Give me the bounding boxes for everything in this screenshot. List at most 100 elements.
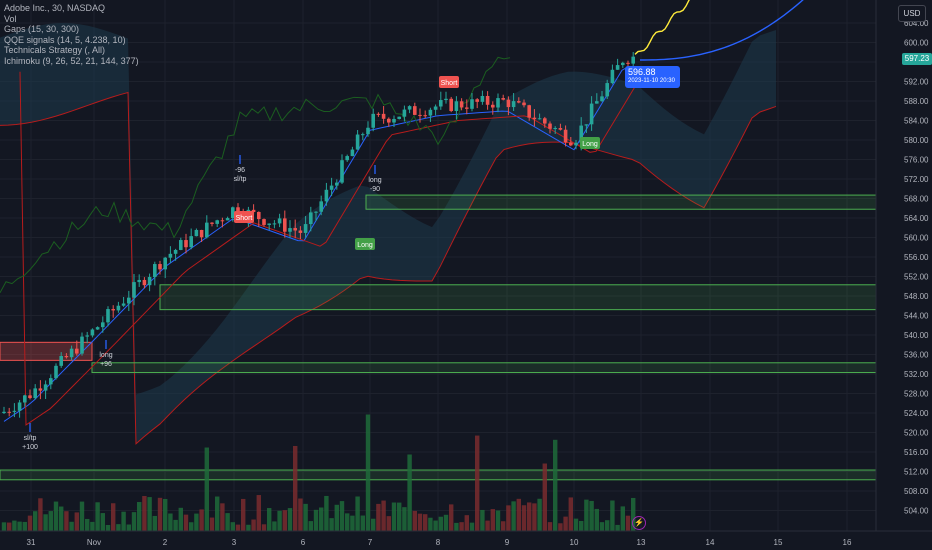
volume-bar <box>131 512 137 531</box>
volume-bar <box>615 524 620 531</box>
volume-bar <box>282 510 287 531</box>
volume-bar <box>235 524 241 531</box>
volume-bar <box>365 414 371 531</box>
candle-body <box>355 134 360 150</box>
volume-bar <box>521 505 527 531</box>
x-tick-label: 16 <box>843 538 852 547</box>
candle-body <box>610 69 615 84</box>
candle-body <box>101 322 105 328</box>
legend-qqe[interactable]: QQE signals (14, 5, 4.238, 10) <box>4 34 126 45</box>
signal-value: +100 <box>22 444 38 451</box>
y-tick-label: 520.00 <box>904 429 929 438</box>
candle-body <box>439 100 443 107</box>
candle-body <box>329 185 334 190</box>
volume-bar <box>516 498 521 531</box>
candle-body <box>147 277 152 286</box>
volume-bar <box>298 498 303 531</box>
volume-bar <box>121 511 126 531</box>
legend-gaps[interactable]: Gaps (15, 30, 300) <box>4 24 80 34</box>
currency-button[interactable]: USD <box>898 5 926 22</box>
candle-body <box>553 128 557 130</box>
volume-bar <box>324 495 329 531</box>
signal-value: sl/tp <box>234 176 247 183</box>
candle-body <box>199 229 204 238</box>
candle-body <box>111 309 115 311</box>
x-tick-label: 13 <box>637 538 646 547</box>
chikou-line <box>0 56 511 293</box>
volume-bar <box>553 439 558 531</box>
volume-bar <box>178 507 183 531</box>
volume-bar <box>402 507 407 531</box>
volume-bar <box>173 519 178 531</box>
candle-body <box>537 118 542 120</box>
x-tick-label: 10 <box>570 538 579 547</box>
candle-body <box>179 240 183 250</box>
volume-bar <box>85 518 90 531</box>
y-tick-label: 592.00 <box>904 78 929 87</box>
candle-body <box>626 62 630 64</box>
legend-vol[interactable]: Vol <box>4 13 17 24</box>
candle-body <box>231 207 235 219</box>
volume-bar <box>95 502 100 531</box>
candle-body <box>335 182 339 186</box>
volume-bar <box>433 520 438 531</box>
candle-body <box>106 309 110 323</box>
volume-bar <box>38 498 43 531</box>
candle-body <box>277 218 282 224</box>
volume-bar <box>542 463 547 531</box>
price-axis[interactable]: 504.00 508.00 512.00 516.00 520.00 524.00 528.… <box>904 19 929 516</box>
gap-zone <box>159 284 877 311</box>
volume-bar <box>12 520 17 531</box>
candle-body <box>459 101 464 108</box>
candle-body <box>173 249 178 254</box>
candle-body <box>303 224 308 233</box>
volume-bar <box>126 524 131 531</box>
signal-box <box>439 76 459 88</box>
candle-body <box>75 348 79 354</box>
candle-body <box>387 118 391 123</box>
volume-bar <box>7 522 12 531</box>
x-tick-label: 31 <box>27 538 36 547</box>
candle-body <box>38 388 43 391</box>
legend-strategy[interactable]: Technicals Strategy (, All) <box>4 45 106 55</box>
volume-bar <box>204 447 209 531</box>
y-tick-label: 600.00 <box>904 39 929 48</box>
candle-body <box>23 395 27 403</box>
candle-body <box>184 240 188 248</box>
volume-bar <box>69 521 74 531</box>
x-tick-label: 14 <box>706 538 715 547</box>
candle-body <box>340 160 344 183</box>
lightning-icon[interactable]: ⚡ <box>632 516 646 530</box>
volume-bar <box>563 516 568 531</box>
y-tick-label: 552.00 <box>904 273 929 282</box>
symbol-title[interactable]: Adobe Inc., 30, NASDAQ <box>4 3 106 13</box>
y-tick-label: 560.00 <box>904 234 929 243</box>
tooltip-datetime: 2023-11-10 20:30 <box>628 78 675 84</box>
time-axis[interactable]: 31 Nov 2 3 6 7 8 9 10 13 14 15 16 <box>27 538 852 547</box>
candle-body <box>589 103 594 125</box>
volume-bar <box>152 515 157 531</box>
volume-bar <box>168 513 173 531</box>
volume-bar <box>1 522 7 531</box>
volume-bar <box>371 518 376 531</box>
volume-bar <box>313 509 319 531</box>
volume-bar <box>480 509 485 531</box>
price-tooltip: 596.88 2023-11-10 20:30 <box>625 66 680 88</box>
x-tick-label: Nov <box>87 538 101 547</box>
candle-body <box>548 123 552 129</box>
signal-label: Short <box>236 215 253 222</box>
volume-bar <box>558 523 563 531</box>
candle-body <box>428 109 433 116</box>
volume-bar <box>43 514 48 531</box>
volume-bar <box>209 517 215 531</box>
volume-bar <box>183 514 189 531</box>
candle-body <box>2 411 6 413</box>
volume-bar <box>111 503 116 531</box>
candle-body <box>381 113 386 119</box>
tooltip-price: 596.88 <box>628 67 656 77</box>
candle-body <box>28 395 32 399</box>
volume-bar <box>350 515 355 531</box>
legend-ichimoku[interactable]: Ichimoku (9, 26, 52, 21, 144, 377) <box>4 55 139 66</box>
volume-bar <box>490 509 495 531</box>
